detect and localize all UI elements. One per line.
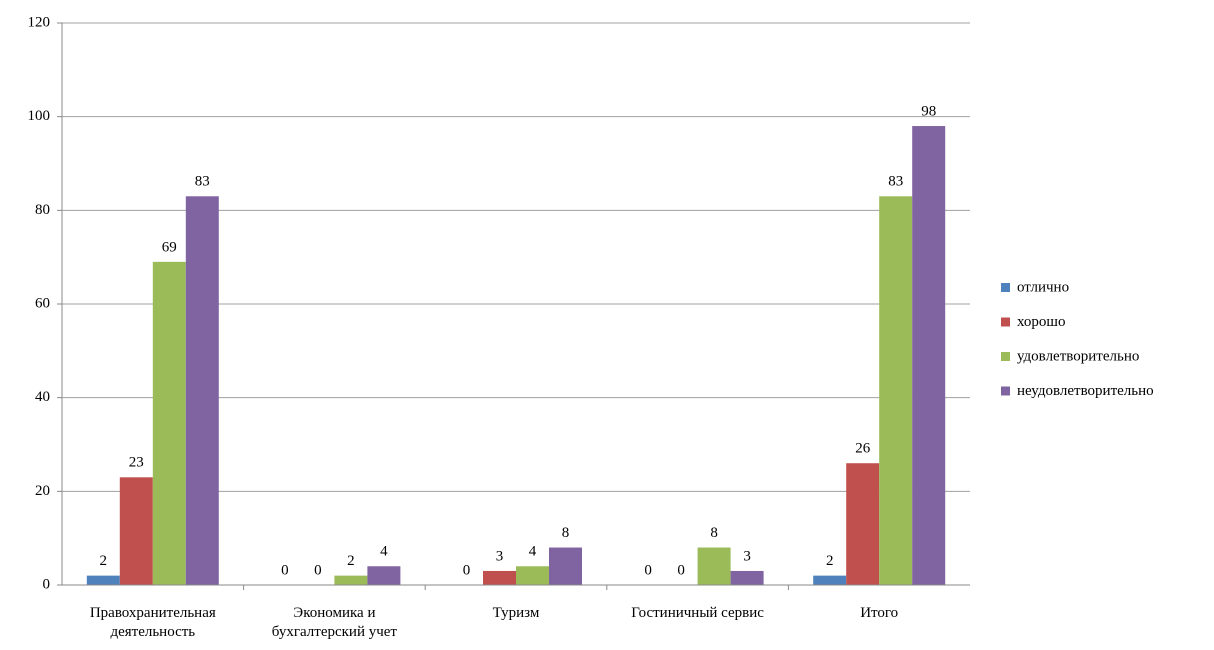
bar	[185, 196, 219, 586]
bar	[119, 477, 153, 585]
x-tick-label: Экономика и бухгалтерский учет	[271, 605, 397, 640]
x-tick-label: Гостиничный сервис	[631, 605, 764, 621]
data-label: 0	[644, 562, 652, 578]
data-label: 83	[888, 174, 903, 190]
y-tick-label: 60	[35, 295, 50, 311]
x-tick-label: Туризм	[492, 605, 540, 621]
bar	[846, 463, 880, 585]
bar	[516, 566, 549, 585]
bar	[813, 575, 847, 585]
y-tick-label: 100	[28, 108, 51, 124]
bar	[152, 261, 186, 585]
legend-swatch	[1001, 386, 1010, 396]
y-tick-label: 0	[43, 576, 51, 592]
data-label: 0	[463, 562, 471, 578]
legend-swatch	[1001, 283, 1010, 292]
data-label: 69	[162, 239, 177, 255]
data-label: 3	[743, 548, 751, 564]
data-label: 0	[677, 562, 685, 578]
data-label: 8	[710, 525, 718, 541]
data-label: 98	[921, 103, 936, 119]
data-label: 2	[347, 553, 355, 569]
bar	[697, 547, 731, 585]
y-tick-label: 20	[35, 483, 50, 499]
bar	[730, 570, 764, 585]
bar	[367, 566, 401, 585]
data-label: 8	[562, 525, 570, 541]
bar	[483, 570, 516, 585]
bar	[549, 547, 582, 585]
bar	[86, 575, 120, 585]
y-tick-label: 40	[35, 389, 50, 405]
data-label: 2	[100, 553, 108, 569]
bar	[879, 196, 913, 586]
data-label: 4	[529, 544, 537, 560]
data-label: 2	[826, 553, 834, 569]
data-label: 26	[855, 441, 871, 457]
data-label: 4	[380, 544, 388, 560]
legend-label: удовлетворительно	[1017, 348, 1139, 364]
bar	[912, 126, 946, 586]
legend-label: неудовлетворительно	[1017, 383, 1154, 399]
data-label: 3	[496, 548, 504, 564]
x-tick-label: Правохранительная деятельность	[89, 605, 216, 640]
data-label: 0	[314, 562, 322, 578]
legend-swatch	[1001, 352, 1010, 361]
legend-label: хорошо	[1017, 314, 1065, 330]
legend-label: отлично	[1017, 279, 1069, 295]
legend-swatch	[1001, 317, 1010, 327]
y-tick-label: 120	[28, 14, 51, 30]
bar	[334, 575, 368, 585]
data-label: 83	[195, 174, 210, 190]
data-label: 0	[281, 562, 289, 578]
data-label: 23	[129, 455, 144, 471]
y-tick-label: 80	[35, 202, 50, 218]
x-tick-label: Итого	[860, 605, 899, 621]
